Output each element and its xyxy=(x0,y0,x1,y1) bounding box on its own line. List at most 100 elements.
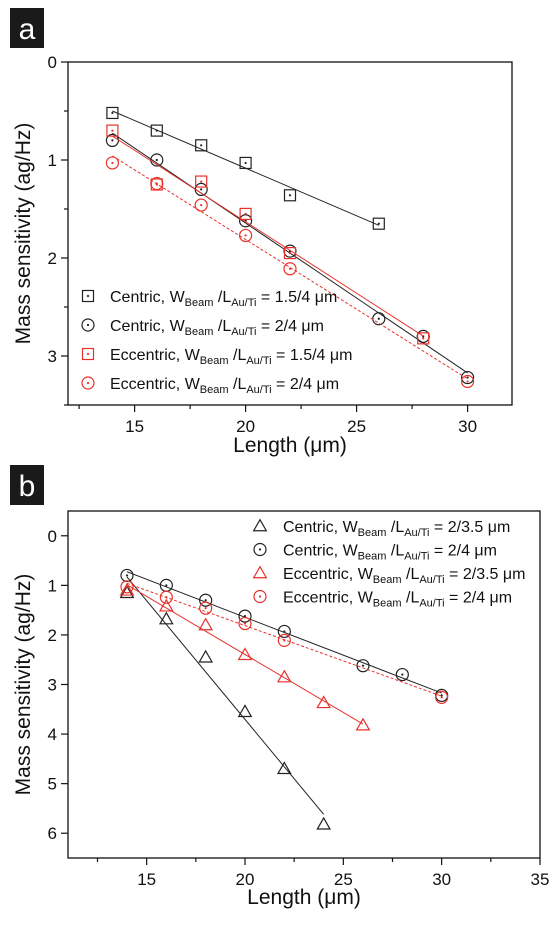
legend-text-suffix: = 1.5/4 μm xyxy=(256,289,337,306)
x-tick-label: 20 xyxy=(236,417,255,436)
series-1 xyxy=(106,106,385,230)
data-point-dot xyxy=(200,144,203,147)
legend-text-suffix: = 2/4 μm xyxy=(272,376,339,393)
legend-marker xyxy=(252,518,268,532)
series-fit-line xyxy=(112,135,424,337)
panel-letter-box xyxy=(10,465,44,505)
legend-text-sub2: Au/Ti xyxy=(246,355,271,367)
y-tick-label: 0 xyxy=(48,53,57,72)
data-point xyxy=(198,649,214,663)
legend-text-sub1: Beam xyxy=(373,598,402,610)
legend-marker-dot xyxy=(86,294,90,298)
legend-text-sub1: Beam xyxy=(185,297,214,309)
legend-entry-text: Eccentric, WBeam /LAu/Ti = 1.5/4 μm xyxy=(110,347,352,367)
legend-text-mid: /L xyxy=(386,519,404,536)
legend-text-prefix: Centric, W xyxy=(283,519,359,536)
data-point xyxy=(195,139,208,152)
panel-letter-box xyxy=(10,8,44,48)
legend-marker-dot xyxy=(86,352,90,356)
data-point xyxy=(159,590,173,604)
data-point-dot xyxy=(125,585,129,588)
data-point xyxy=(158,611,174,625)
data-point-dot xyxy=(283,630,286,633)
series-3 xyxy=(106,124,430,345)
data-point xyxy=(105,156,120,170)
data-point xyxy=(417,332,430,345)
data-point xyxy=(435,690,449,704)
legend-text-sub2: Au/Ti xyxy=(419,574,444,586)
legend-text-mid: /L xyxy=(386,543,404,560)
legend-text-prefix: Centric, W xyxy=(110,318,186,335)
y-tick-label: 2 xyxy=(48,249,57,268)
legend-text-suffix: = 2/4 μm xyxy=(429,543,496,560)
data-point xyxy=(150,176,164,191)
legend-text-prefix: Eccentric, W xyxy=(110,347,201,364)
y-tick-label: 3 xyxy=(48,347,57,366)
data-point-dot xyxy=(244,161,247,165)
data-point-dot xyxy=(200,188,203,191)
data-point-dot xyxy=(200,180,203,183)
data-point xyxy=(283,189,297,202)
y-tick-label: 1 xyxy=(48,576,57,595)
data-point xyxy=(372,217,385,230)
legend-text-suffix: = 2/3.5 μm xyxy=(429,519,510,536)
y-tick-label: 6 xyxy=(48,824,57,843)
series-3 xyxy=(119,582,371,731)
data-point xyxy=(283,247,297,260)
data-point-dot xyxy=(155,158,158,162)
y-tick-label: 3 xyxy=(48,676,57,695)
data-point-dot xyxy=(243,614,247,618)
data-point xyxy=(199,601,213,615)
data-point xyxy=(150,124,163,137)
data-point xyxy=(276,669,292,683)
legend-text-mid: /L xyxy=(402,590,420,607)
data-point xyxy=(355,717,371,731)
x-tick-label: 15 xyxy=(137,870,156,889)
series-4 xyxy=(120,580,449,704)
data-point-dot xyxy=(200,203,203,207)
legend-entry-text: Centric, WBeam /LAu/Ti = 2/4 μm xyxy=(110,318,324,338)
y-tick-label: 4 xyxy=(48,725,57,744)
y-tick-label: 1 xyxy=(48,151,57,170)
data-point xyxy=(106,124,119,137)
legend-text-sub2: Au/Ti xyxy=(404,527,429,539)
data-point xyxy=(199,593,213,607)
data-point-dot xyxy=(155,182,158,185)
data-point xyxy=(120,580,134,594)
data-point xyxy=(372,312,386,326)
data-point xyxy=(194,198,208,212)
legend-marker xyxy=(253,542,267,557)
data-point xyxy=(237,704,253,718)
legend-text-mid: /L xyxy=(213,318,231,335)
legend-text-mid: /L xyxy=(229,347,247,364)
data-point xyxy=(461,374,475,389)
data-point-dot xyxy=(165,596,168,599)
data-point xyxy=(106,106,119,120)
data-point-dot xyxy=(422,337,425,340)
data-point-dot xyxy=(111,161,114,165)
x-tick-label: 20 xyxy=(236,870,255,889)
legend-text-sub1: Beam xyxy=(358,551,387,563)
data-point xyxy=(239,228,253,243)
data-point-dot xyxy=(288,267,292,270)
legend-marker xyxy=(81,347,95,361)
legend-entry-text: Centric, WBeam /LAu/Ti = 2/4 μm xyxy=(283,543,497,563)
legend-text-sub1: Beam xyxy=(185,326,214,338)
data-point-dot xyxy=(111,111,114,115)
data-point-dot xyxy=(111,139,114,142)
x-axis-title: Length (μm) xyxy=(247,886,361,909)
legend-marker-dot xyxy=(258,548,262,551)
legend-text-prefix: Centric, W xyxy=(283,543,359,560)
legend-text-suffix: = 2/4 μm xyxy=(445,590,512,607)
data-point-dot xyxy=(466,376,469,379)
data-point-dot xyxy=(283,639,286,642)
x-tick-label: 15 xyxy=(125,417,144,436)
legend-entry-text: Eccentric, WBeam /LAu/Ti = 2/4 μm xyxy=(283,590,512,610)
data-point xyxy=(239,207,252,220)
legend-text-mid: /L xyxy=(402,566,420,583)
legend: Centric, WBeam /LAu/Ti = 2/3.5 μmCentric… xyxy=(252,518,525,610)
data-point-dot xyxy=(440,696,443,699)
x-tick-label: 25 xyxy=(334,870,353,889)
y-tick-label: 0 xyxy=(48,527,57,546)
